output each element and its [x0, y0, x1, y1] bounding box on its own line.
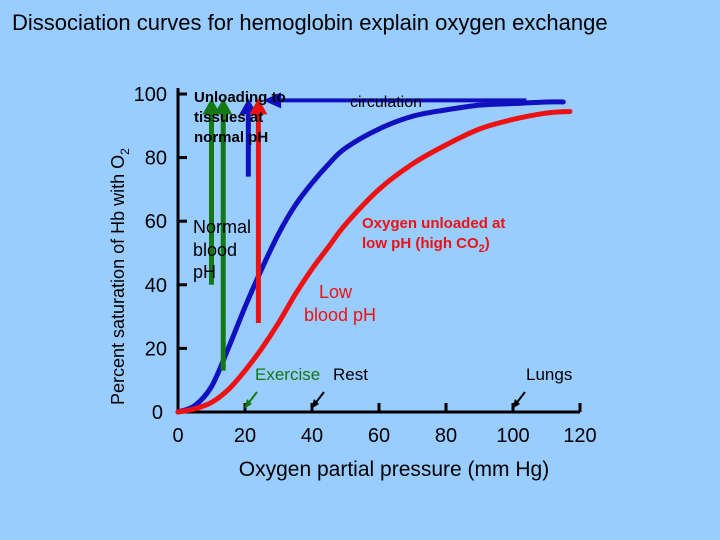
- x-tick-label: 80: [435, 425, 457, 447]
- y-tick-label: 60: [145, 211, 167, 233]
- x-tick-label: 40: [301, 425, 323, 447]
- x-tick-label: 0: [172, 425, 183, 447]
- rest-label: Rest: [333, 365, 368, 384]
- x-axis-title: Oxygen partial pressure (mm Hg): [239, 458, 549, 481]
- slide-title: Dissociation curves for hemoglobin expla…: [12, 10, 608, 35]
- low-ph-arrow-head: [249, 98, 268, 115]
- x-tick-label: 100: [496, 425, 529, 447]
- exercise-label: Exercise: [255, 365, 320, 384]
- lungs-label: Lungs: [526, 365, 572, 384]
- low-blood-ph-label: Low blood pH: [304, 282, 376, 325]
- circulation-label: circulation: [350, 94, 422, 111]
- normal-blood-ph-label: Normal blood pH: [193, 217, 256, 282]
- y-tick-label: 0: [152, 402, 163, 424]
- y-tick-label: 40: [145, 275, 167, 297]
- x-tick-label: 20: [234, 425, 256, 447]
- low-ph-curve: [175, 108, 573, 415]
- rest-pointer-arrow-head: [311, 399, 319, 409]
- exercise-pointer-arrow-head: [244, 399, 252, 409]
- oxygen-unloaded-label: Oxygen unloaded at low pH (high CO2): [362, 215, 510, 255]
- circulation-arrow-head: [263, 92, 282, 109]
- normal-ph-curve: [175, 99, 566, 415]
- x-tick-label: 120: [563, 425, 596, 447]
- x-tick-label: 60: [368, 425, 390, 447]
- unloading-arrow-2-head: [214, 98, 233, 115]
- y-tick-label: 80: [145, 148, 167, 170]
- unloading-label: Unloading to tissues at normal pH: [194, 89, 290, 146]
- y-tick-label: 100: [134, 84, 167, 106]
- y-tick-label: 20: [145, 338, 167, 360]
- lungs-pointer-arrow-head: [512, 399, 520, 409]
- y-axis-title: Percent saturation of Hb with O2: [108, 148, 132, 405]
- unloading-arrow-1-head: [202, 98, 221, 115]
